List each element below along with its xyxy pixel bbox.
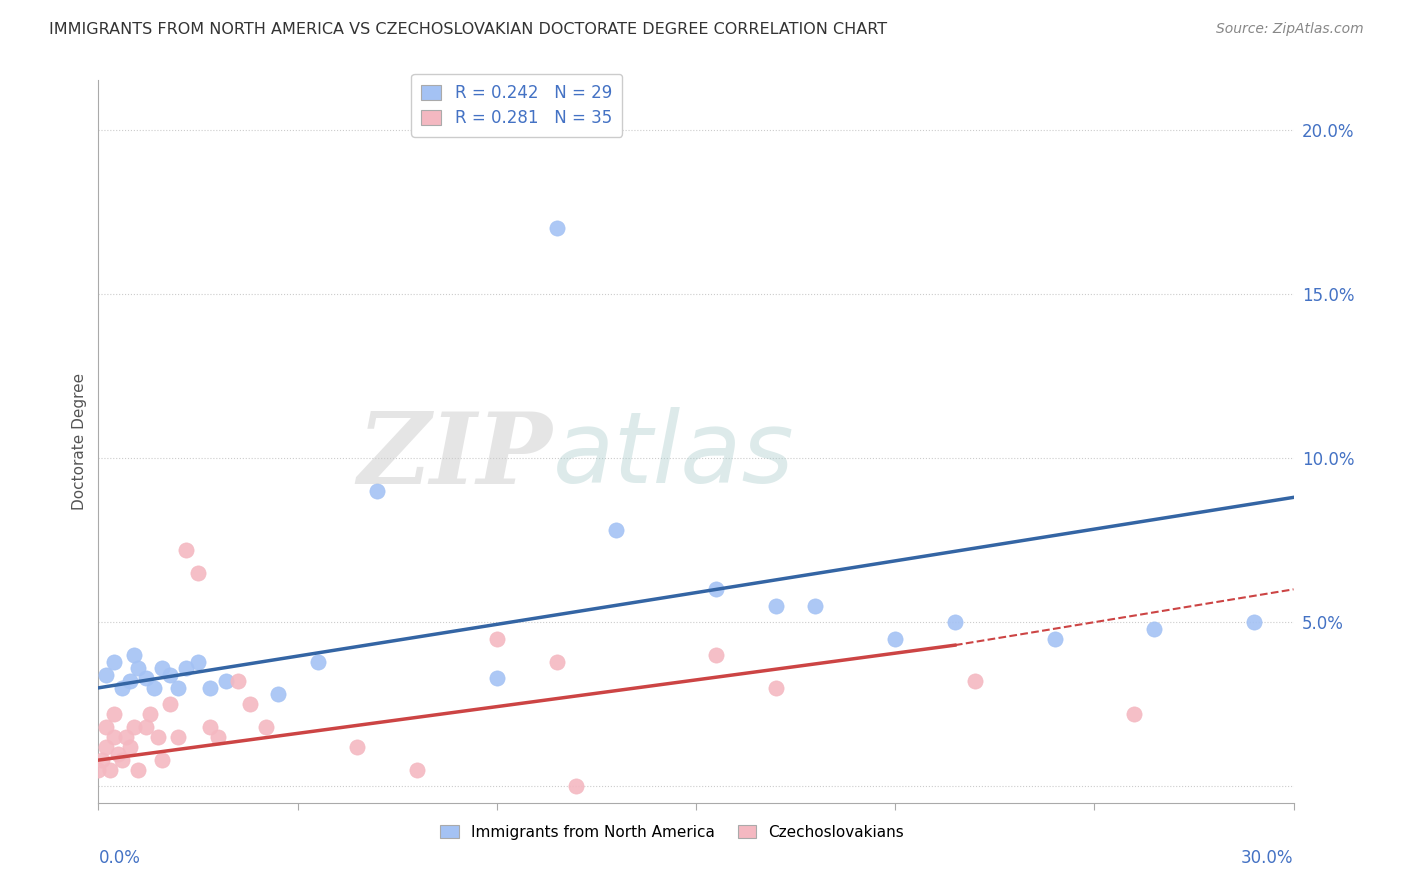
Point: [254, 720, 277, 734]
Text: Source: ZipAtlas.com: Source: ZipAtlas.com: [1216, 22, 1364, 37]
Point: [174, 661, 197, 675]
Point: [150, 661, 173, 675]
Point: [98, 763, 122, 777]
Text: atlas: atlas: [553, 408, 794, 505]
Point: [124, 648, 146, 662]
Point: [124, 720, 146, 734]
Point: [804, 599, 827, 613]
Text: ZIP: ZIP: [357, 408, 553, 504]
Point: [103, 730, 125, 744]
Point: [159, 667, 181, 681]
Point: [963, 674, 986, 689]
Point: [1123, 707, 1146, 722]
Point: [884, 632, 907, 646]
Point: [704, 648, 727, 662]
Point: [226, 674, 249, 689]
Point: [139, 707, 162, 722]
Point: [115, 730, 138, 744]
Point: [565, 780, 588, 794]
Point: [103, 655, 125, 669]
Point: [198, 720, 221, 734]
Text: 30.0%: 30.0%: [1241, 849, 1294, 867]
Point: [485, 671, 508, 685]
Point: [96, 739, 118, 754]
Point: [1143, 622, 1166, 636]
Point: [96, 720, 118, 734]
Point: [485, 632, 508, 646]
Point: [943, 615, 966, 630]
Point: [765, 599, 787, 613]
Point: [127, 661, 149, 675]
Y-axis label: Doctorate Degree: Doctorate Degree: [72, 373, 87, 510]
Point: [159, 698, 181, 712]
Point: [406, 763, 429, 777]
Point: [267, 687, 290, 701]
Point: [135, 720, 157, 734]
Point: [187, 655, 209, 669]
Point: [127, 763, 149, 777]
Point: [103, 707, 125, 722]
Point: [346, 739, 368, 754]
Point: [87, 763, 110, 777]
Point: [107, 747, 129, 761]
Point: [143, 681, 166, 695]
Point: [215, 674, 238, 689]
Text: 0.0%: 0.0%: [98, 849, 141, 867]
Point: [187, 566, 209, 580]
Text: IMMIGRANTS FROM NORTH AMERICA VS CZECHOSLOVAKIAN DOCTORATE DEGREE CORRELATION CH: IMMIGRANTS FROM NORTH AMERICA VS CZECHOS…: [49, 22, 887, 37]
Point: [135, 671, 157, 685]
Point: [546, 221, 568, 235]
Point: [546, 655, 568, 669]
Point: [704, 582, 727, 597]
Point: [167, 730, 190, 744]
Point: [91, 753, 114, 767]
Point: [307, 655, 329, 669]
Point: [198, 681, 221, 695]
Point: [174, 542, 197, 557]
Point: [1043, 632, 1066, 646]
Point: [111, 753, 134, 767]
Point: [207, 730, 229, 744]
Point: [605, 523, 627, 537]
Point: [96, 667, 118, 681]
Point: [150, 753, 173, 767]
Point: [111, 681, 134, 695]
Point: [148, 730, 170, 744]
Point: [167, 681, 190, 695]
Point: [120, 674, 142, 689]
Point: [765, 681, 787, 695]
Point: [239, 698, 262, 712]
Legend: Immigrants from North America, Czechoslovakians: Immigrants from North America, Czechoslo…: [434, 819, 910, 846]
Point: [1243, 615, 1265, 630]
Point: [120, 739, 142, 754]
Point: [366, 483, 388, 498]
